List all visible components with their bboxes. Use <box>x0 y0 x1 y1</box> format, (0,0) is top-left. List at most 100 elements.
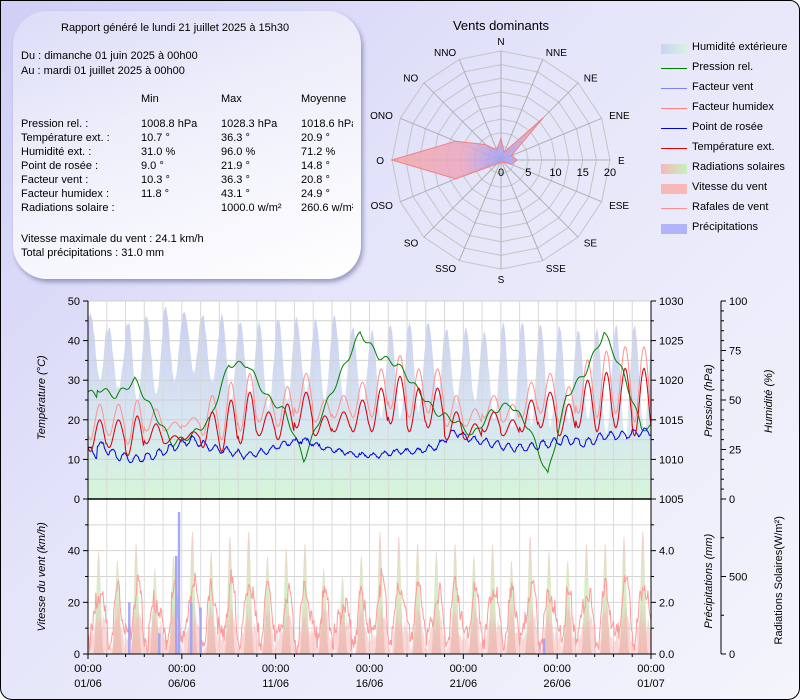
rose-direction-label: S <box>498 275 505 286</box>
legend-label: Rafales de vent <box>692 201 769 213</box>
rose-spoke <box>458 59 502 161</box>
x-tick-date-label: 06/06 <box>168 678 196 690</box>
rose-spoke <box>423 159 502 238</box>
total-precip-text: Total précipitations : 31.0 mm <box>21 247 165 259</box>
rose-spoke <box>458 159 502 261</box>
legend-line <box>661 108 687 109</box>
precip-bar <box>158 633 161 654</box>
precip-tick-label: 2.0 <box>659 597 674 609</box>
humidity-tick-label: 100 <box>729 296 747 308</box>
precip-bar <box>175 555 178 654</box>
rose-tick-label: 20 <box>604 167 616 179</box>
rose-direction-label: NE <box>584 73 598 84</box>
stat-label: Radiations solaire : <box>21 202 115 214</box>
x-tick-date-label: 16/06 <box>356 678 384 690</box>
x-tick-time-label: 00:00 <box>262 663 290 675</box>
rose-direction-label: SO <box>404 239 419 250</box>
report-generated-text: Rapport généré le lundi 21 juillet 2025 … <box>61 22 290 34</box>
max-wind-text: Vitesse maximale du vent : 24.1 km/h <box>21 233 204 245</box>
temp-tick-label: 10 <box>68 454 80 466</box>
pressure-line <box>87 331 652 474</box>
stat-max: 96.0 % <box>221 146 256 158</box>
x-tick-time-label: 00:00 <box>637 663 665 675</box>
period-to-text: Au : mardi 01 juillet 2025 à 00h00 <box>21 65 185 77</box>
x-tick-date-label: 01/07 <box>637 678 665 690</box>
x-tick-time-label: 00:00 <box>450 663 478 675</box>
x-tick-time-label: 00:00 <box>356 663 384 675</box>
legend-label: Pression rel. <box>692 61 754 73</box>
wind-axis-title: Vitesse du vent (km/h) <box>36 522 48 632</box>
legend-line <box>661 128 687 129</box>
rose-direction-label: N <box>497 37 504 48</box>
radiation-axis-title: Radiations Solaires(W/m²) <box>773 516 785 644</box>
humidity-tick-label: 25 <box>729 445 741 457</box>
stat-max: 36.3 ° <box>221 132 250 144</box>
humidity-tick-label: 75 <box>729 346 741 358</box>
legend-label: Facteur humidex <box>692 101 774 113</box>
temp-tick-label: 20 <box>68 415 80 427</box>
precip-bar <box>199 607 202 654</box>
rose-direction-label: SSO <box>435 264 456 275</box>
precip-bar <box>128 602 131 654</box>
temp-tick-label: 40 <box>68 336 80 348</box>
rose-direction-label: ENE <box>609 111 630 122</box>
temp-tick-label: 0 <box>74 494 80 506</box>
gusts-line <box>87 568 652 656</box>
legend-label: Température ext. <box>692 141 775 153</box>
precip-bar <box>190 602 193 654</box>
legend-label: Vitesse du vent <box>692 181 768 193</box>
precip-tick-label: 4.0 <box>659 546 674 558</box>
x-tick-time-label: 00:00 <box>543 663 571 675</box>
precip-bar <box>542 638 546 654</box>
stat-max: 21.9 ° <box>221 160 250 172</box>
rose-data-area <box>390 117 544 180</box>
pressure-axis-title: Pression (hPa) <box>703 364 715 437</box>
stat-min: 31.0 % <box>141 146 176 158</box>
legend-swatch <box>661 44 687 54</box>
precip-axis-title: Précipitations (mm) <box>703 533 715 628</box>
wind-rose-chart: N NNE NE ENE E ESE SE SSE S SSO SO OSO O ONO NO NNO 0 5 10… <box>370 37 630 286</box>
pressure-tick-label: 1015 <box>659 415 683 427</box>
temp-tick-label: 50 <box>68 296 80 308</box>
legend-line <box>661 208 687 209</box>
x-tick-time-label: 00:00 <box>74 663 102 675</box>
stat-min: 10.3 ° <box>141 174 170 186</box>
legend-label: Humidité extérieure <box>692 41 788 53</box>
legend-line <box>661 88 687 89</box>
legend-swatch <box>661 184 687 194</box>
humidity-tick-label: 50 <box>729 395 741 407</box>
stat-avg: 14.8 ° <box>301 160 330 172</box>
summary-panel: Rapport généré le lundi 21 juillet 2025 … <box>13 11 361 279</box>
stat-min: 10.7 ° <box>141 132 170 144</box>
stat-label: Point de rosée : <box>21 160 99 172</box>
pressure-tick-label: 1010 <box>659 454 683 466</box>
legend-label: Facteur vent <box>692 81 754 93</box>
stat-max: 36.3 ° <box>221 174 250 186</box>
stat-avg: 24.9 ° <box>301 188 330 200</box>
x-tick-date-label: 26/06 <box>543 678 571 690</box>
period-from-text: Du : dimanche 01 juin 2025 à 00h00 <box>21 50 198 62</box>
stat-avg: 260.6 w/m² <box>301 202 353 214</box>
rose-direction-label: ONO <box>370 111 393 122</box>
wind-tick-label: 20 <box>68 597 80 609</box>
legend-label: Radiations solaires <box>692 161 785 173</box>
humidex-line <box>87 345 652 446</box>
stat-max: 43.1 ° <box>221 188 250 200</box>
radiation-tick-label: 500 <box>729 572 747 584</box>
legend-label: Point de rosée <box>692 121 763 133</box>
rose-direction-label: ESE <box>609 201 629 212</box>
wind-tick-label: 40 <box>68 546 80 558</box>
stat-min: 11.8 ° <box>141 188 170 200</box>
rose-spoke <box>500 159 602 203</box>
rose-direction-label: SSE <box>546 264 566 275</box>
column-header-min: Min <box>141 93 159 105</box>
legend-swatch <box>661 224 687 234</box>
rose-direction-label: E <box>618 156 625 167</box>
column-header-max: Max <box>221 93 242 105</box>
wind-tick-label: 0 <box>74 649 80 661</box>
x-tick-time-label: 00:00 <box>168 663 196 675</box>
stat-label: Facteur humidex : <box>21 188 110 200</box>
pressure-tick-label: 1030 <box>659 296 683 308</box>
